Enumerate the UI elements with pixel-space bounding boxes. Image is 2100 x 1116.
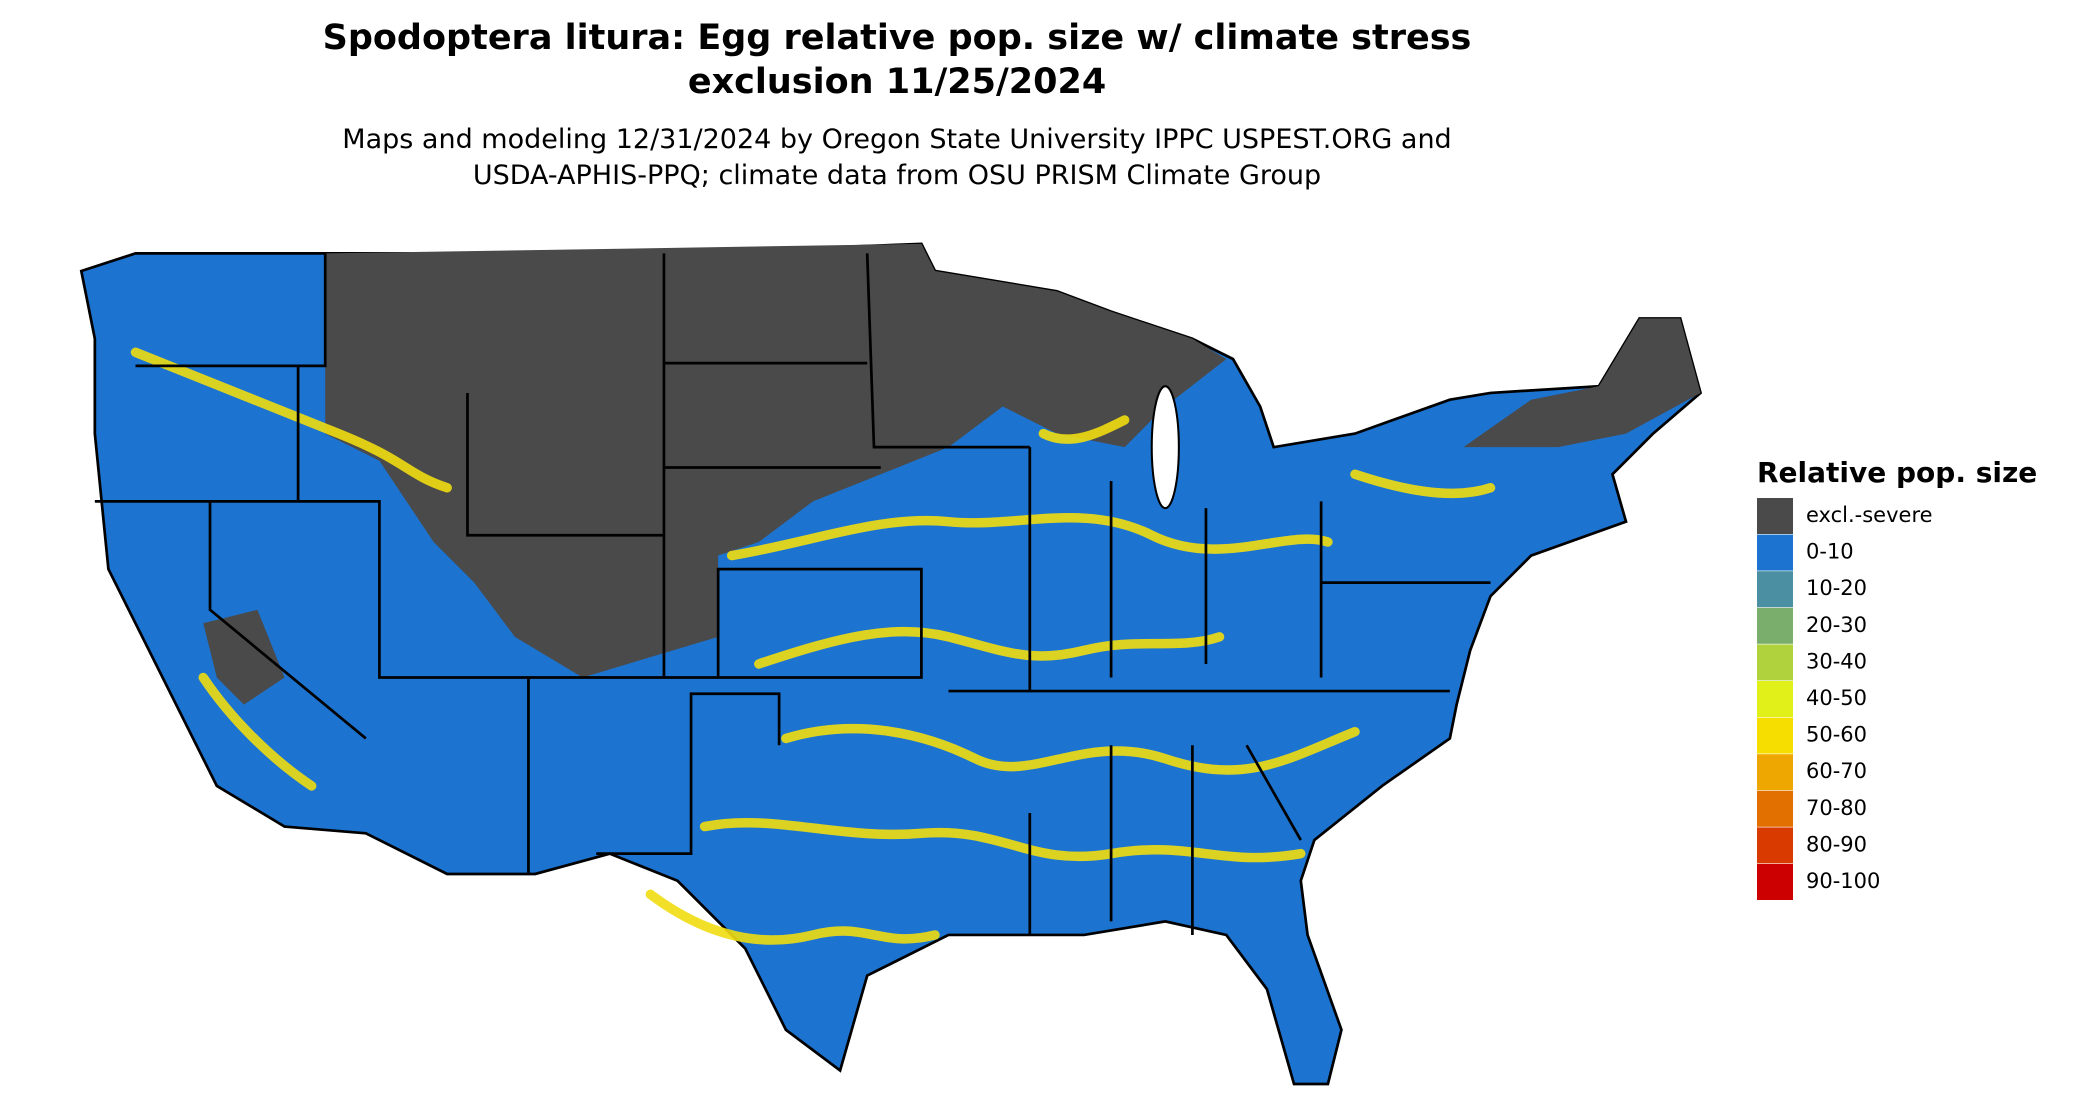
band [781,723,1360,775]
band [726,513,1333,561]
legend-swatch [1757,754,1793,791]
band [754,626,1225,669]
band [645,889,940,945]
band [699,817,1306,863]
legend-label: 90-100 [1806,869,1880,893]
state-border [94,499,781,874]
lake [1150,385,1180,510]
legend-label: 70-80 [1806,796,1867,820]
legend-swatch [1757,571,1793,608]
legend-title: Relative pop. size [1757,456,2037,489]
state-border [948,447,1450,935]
excluded-region [203,609,285,705]
legend-label: 20-30 [1806,613,1867,637]
legend-label: 50-60 [1806,723,1867,747]
legend-swatch [1757,827,1793,864]
legend-label: 10-20 [1806,576,1867,600]
legend-label: 0-10 [1806,540,1854,564]
legend-swatch [1757,864,1793,900]
legend-label: excl.-severe [1806,503,1933,527]
title-line: Spodoptera litura: Egg relative pop. siz… [323,18,1472,58]
legend-label: 80-90 [1806,832,1867,856]
legend-swatch [1757,607,1793,644]
legend-swatch [1757,644,1793,681]
excluded-region [325,243,1227,678]
title-line: exclusion 11/25/2024 [688,62,1106,102]
subtitle-line: Maps and modeling 12/31/2024 by Oregon S… [342,124,1451,155]
band [1038,415,1130,444]
legend-label: 60-70 [1806,759,1867,783]
band [198,672,317,791]
state-border [466,253,1030,679]
state-border [135,253,1491,678]
band [130,347,452,493]
legend-swatch [1757,534,1793,571]
us-map [79,242,1703,1086]
band [1350,469,1496,499]
excluded-region [1463,318,1701,448]
legend-swatch [1757,717,1793,754]
legend-swatch [1757,498,1793,534]
suitability-bands [130,347,1496,945]
legend-swatch [1757,681,1793,717]
subtitle-line: USDA-APHIS-PPQ; climate data from OSU PR… [473,160,1321,191]
state-borders [94,253,1491,935]
legend-label: 30-40 [1806,649,1867,673]
legend-swatch [1757,790,1793,827]
legend: excl.-severe 0-10 10-20 20-30 30-40 40-50 50-6… [1757,498,1933,900]
legend-label: 40-50 [1806,686,1867,710]
